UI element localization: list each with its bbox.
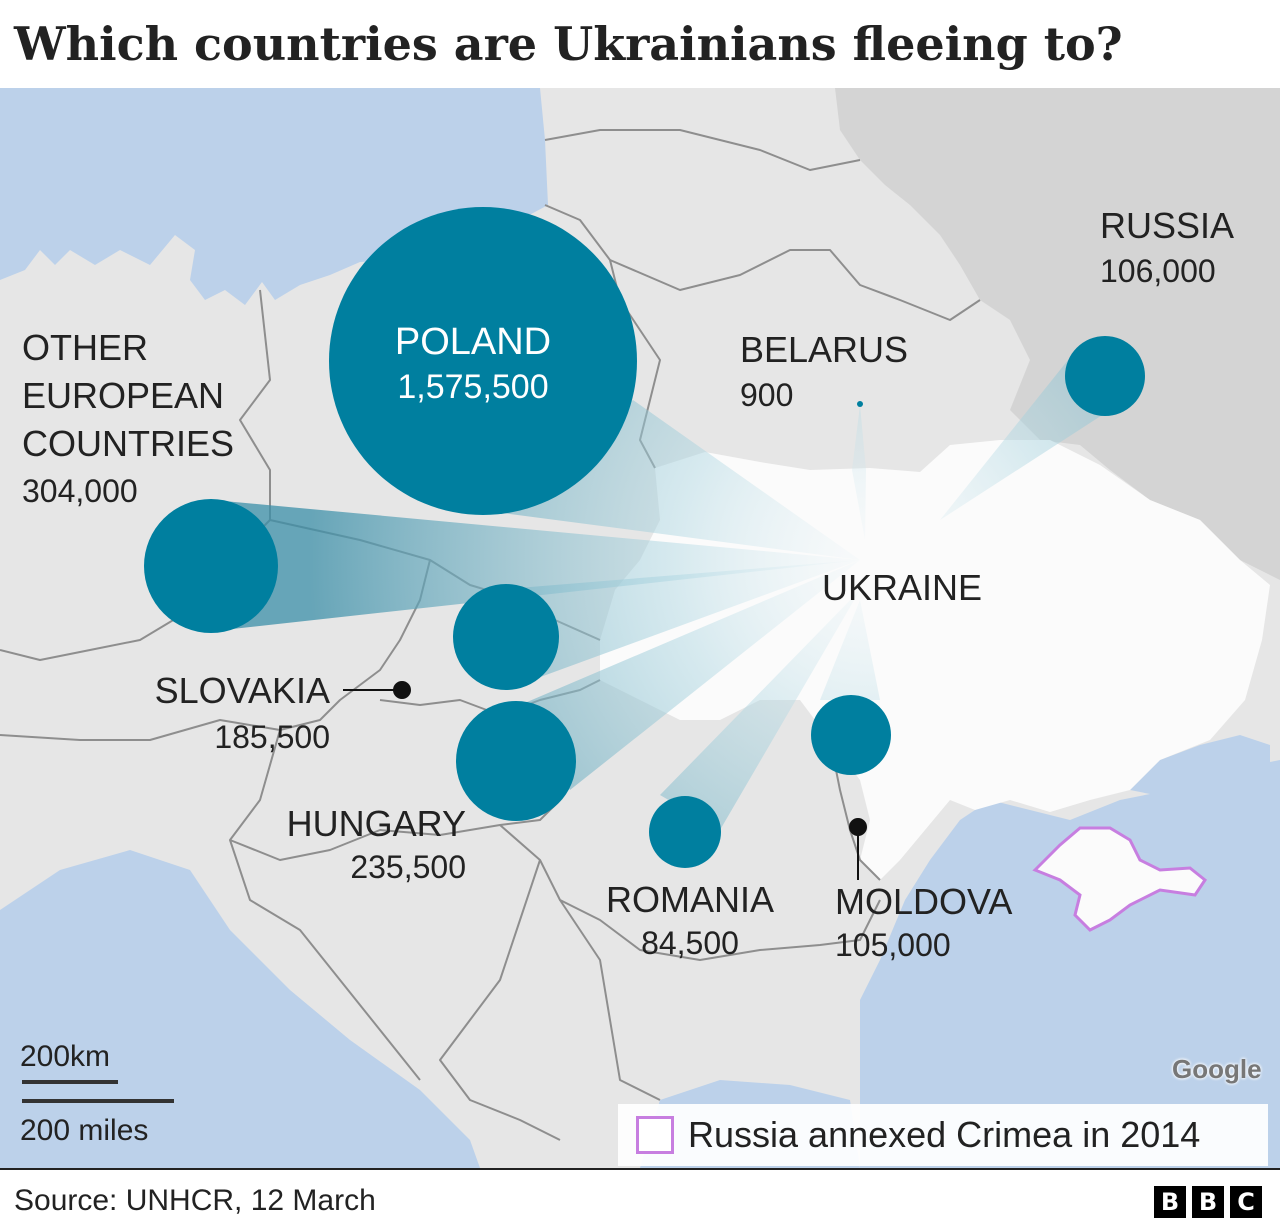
ukraine-land <box>600 440 1270 880</box>
map: POLAND 1,575,500 OTHER EUROPEAN COUNTRIE… <box>0 88 1280 1168</box>
label-romania: ROMANIA <box>606 879 774 920</box>
flow-moldova <box>820 600 880 700</box>
circle-moldova <box>811 695 891 775</box>
label-ukraine: UKRAINE <box>822 567 982 608</box>
value-romania: 84,500 <box>641 925 739 961</box>
label-belarus: BELARUS <box>740 329 908 370</box>
scale-km-label: 200km <box>20 1040 111 1073</box>
legend: Russia annexed Crimea in 2014 <box>618 1104 1268 1166</box>
map-labels: POLAND 1,575,500 OTHER EUROPEAN COUNTRIE… <box>22 205 1234 963</box>
scale-miles-label: 200 miles <box>20 1114 149 1147</box>
label-poland: POLAND <box>395 321 551 363</box>
crimea <box>1032 826 1208 932</box>
legend-label: Russia annexed Crimea in 2014 <box>688 1114 1201 1155</box>
bbc-logo-block: C <box>1230 1186 1262 1218</box>
label-other-line-3: COUNTRIES <box>22 423 234 464</box>
adriatic-sea <box>0 850 480 1168</box>
value-other: 304,000 <box>22 473 138 509</box>
value-belarus: 900 <box>740 377 793 413</box>
footer: Source: UNHCR, 12 March B B C <box>0 1168 1280 1232</box>
destination-circles <box>144 207 1145 868</box>
circle-slovakia <box>453 584 559 690</box>
russia-land <box>835 88 1280 580</box>
bbc-logo: B B C <box>1154 1186 1262 1218</box>
label-slovakia: SLOVAKIA <box>155 670 330 711</box>
bbc-logo-block: B <box>1192 1186 1224 1218</box>
gulf-water <box>300 88 372 140</box>
source-note: Source: UNHCR, 12 March <box>14 1184 376 1217</box>
flow-other <box>205 500 860 632</box>
black-sea <box>860 760 1280 1168</box>
circle-hungary <box>456 701 576 821</box>
label-russia: RUSSIA <box>1100 205 1234 246</box>
flow-hungary <box>520 560 860 790</box>
value-poland: 1,575,500 <box>397 368 548 406</box>
label-other-line-2: EUROPEAN <box>22 375 224 416</box>
value-moldova: 105,000 <box>835 927 951 963</box>
flow-slovakia <box>505 560 860 690</box>
flow-rays <box>205 345 1110 830</box>
circle-other <box>144 499 278 633</box>
value-hungary: 235,500 <box>350 849 466 885</box>
leader-markers <box>343 681 867 880</box>
label-other-line-1: OTHER <box>22 327 148 368</box>
flow-belarus <box>852 405 866 540</box>
scale-miles-bar <box>22 1099 174 1103</box>
circle-poland <box>329 207 637 515</box>
value-russia: 106,000 <box>1100 253 1216 289</box>
crimea-legend-swatch <box>636 1116 674 1154</box>
map-scale: 200km 200 miles <box>20 1040 190 1150</box>
map-attribution: Google <box>1172 1054 1262 1084</box>
label-hungary: HUNGARY <box>287 803 466 844</box>
chart-title: Which countries are Ukrainians fleeing t… <box>14 17 1123 71</box>
label-moldova: MOLDOVA <box>835 881 1012 922</box>
value-slovakia: 185,500 <box>214 719 330 755</box>
circle-russia <box>1065 336 1145 416</box>
circle-belarus <box>857 401 863 407</box>
flow-romania <box>660 590 860 830</box>
scale-km-bar <box>22 1080 118 1084</box>
azov-sea <box>1130 735 1270 800</box>
bbc-logo-block: B <box>1154 1186 1186 1218</box>
circle-romania <box>649 796 721 868</box>
